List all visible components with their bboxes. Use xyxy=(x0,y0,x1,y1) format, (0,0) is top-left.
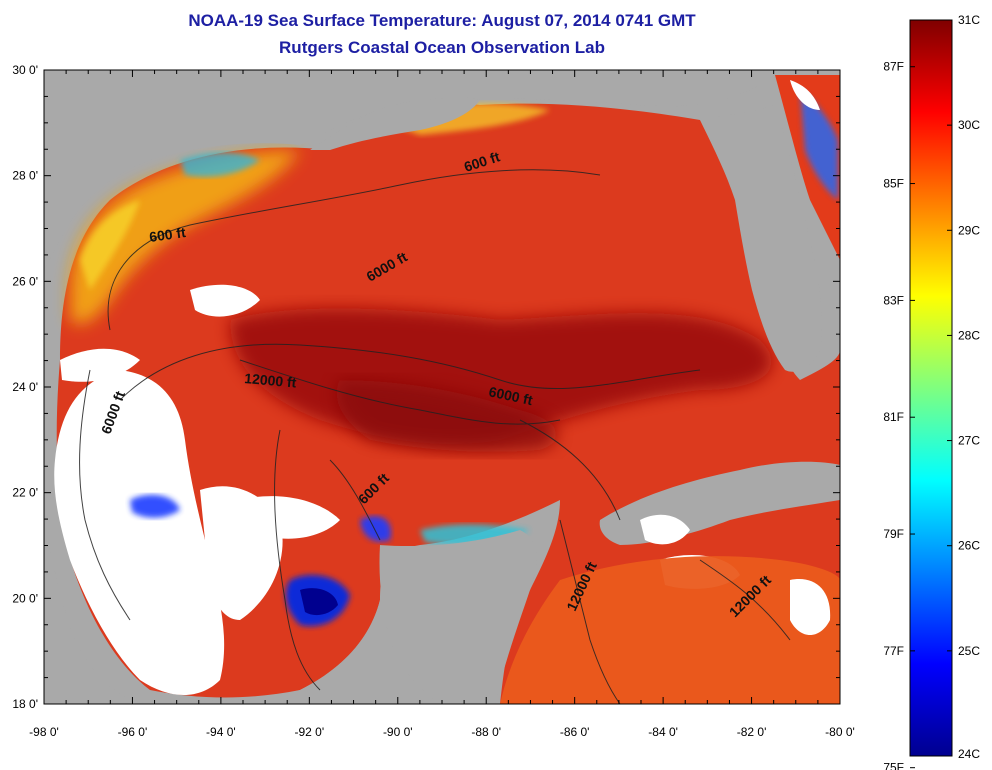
fahrenheit-label: 85F xyxy=(883,177,904,191)
x-tick-label: -90 0' xyxy=(383,725,413,739)
fahrenheit-label: 81F xyxy=(883,410,904,424)
fahrenheit-label: 83F xyxy=(883,293,904,307)
y-tick-label: 30 0' xyxy=(12,63,38,77)
x-tick-label: -94 0' xyxy=(206,725,236,739)
us-coast-land xyxy=(44,70,840,270)
celsius-label: 28C xyxy=(958,328,980,342)
celsius-label: 26C xyxy=(958,539,980,553)
x-tick-label: -92 0' xyxy=(295,725,325,739)
map-subtitle: Rutgers Coastal Ocean Observation Lab xyxy=(279,38,605,57)
x-tick-label: -80 0' xyxy=(825,725,855,739)
celsius-label: 24C xyxy=(958,747,980,761)
florida-land xyxy=(700,105,822,372)
celsius-label: 25C xyxy=(958,644,980,658)
contour-label: 600 ft xyxy=(148,224,187,245)
colorbar xyxy=(909,19,953,757)
y-tick-label: 28 0' xyxy=(12,169,38,183)
y-tick-label: 18 0' xyxy=(12,697,38,711)
celsius-label: 30C xyxy=(958,118,980,132)
x-tick-label: -82 0' xyxy=(737,725,767,739)
cool-shelf xyxy=(70,150,300,324)
celsius-label: 27C xyxy=(958,434,980,448)
bathymetry-contours xyxy=(79,169,791,704)
x-tick-label: -96 0' xyxy=(118,725,148,739)
map-title: NOAA-19 Sea Surface Temperature: August … xyxy=(188,11,696,30)
yucatan-land xyxy=(379,530,537,704)
y-tick-label: 26 0' xyxy=(12,274,38,288)
y-tick-label: 22 0' xyxy=(12,486,38,500)
celsius-label: 29C xyxy=(958,223,980,237)
y-tick-label: 20 0' xyxy=(12,591,38,605)
cloud-mask xyxy=(54,370,225,695)
contour-label: 12000 ft xyxy=(244,370,298,391)
x-tick-label: -84 0' xyxy=(648,725,678,739)
x-tick-label: -88 0' xyxy=(471,725,501,739)
fahrenheit-label: 79F xyxy=(883,527,904,541)
fahrenheit-label: 87F xyxy=(883,60,904,74)
x-tick-label: -86 0' xyxy=(560,725,590,739)
celsius-label: 31C xyxy=(958,13,980,27)
x-tick-label: -98 0' xyxy=(29,725,59,739)
fahrenheit-label: 75F xyxy=(883,761,904,770)
map-imagery xyxy=(44,70,840,704)
fahrenheit-label: 77F xyxy=(883,644,904,658)
y-tick-label: 24 0' xyxy=(12,380,38,394)
